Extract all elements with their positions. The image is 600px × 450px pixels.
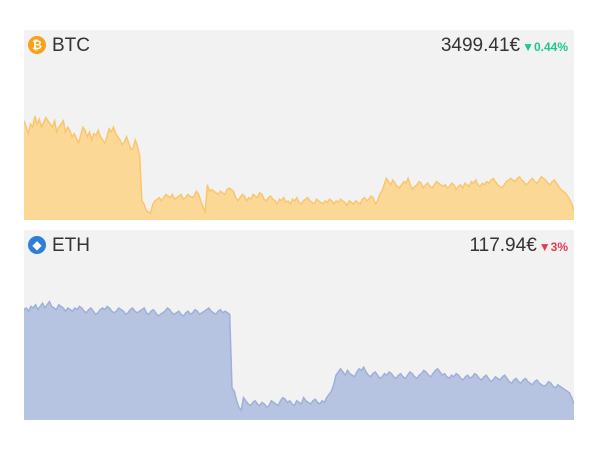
eth-card[interactable]: ◆ ETH 117.94€ ▼3% [24, 230, 574, 420]
eth-symbol: ETH [52, 235, 90, 256]
eth-price: 117.94€ [469, 235, 537, 256]
btc-price-line [24, 115, 574, 215]
eth-price-chart [24, 300, 574, 420]
ethereum-icon: ◆ [28, 236, 46, 254]
eth-change-badge: ▼3% [538, 240, 568, 254]
btc-price: 3499.41€ [440, 35, 521, 56]
btc-price-chart [24, 115, 574, 220]
btc-header: ₿ BTC 3499.41€ ▼0.44% [24, 30, 574, 60]
btc-symbol: BTC [52, 35, 90, 56]
bitcoin-icon: ₿ [28, 36, 46, 54]
eth-header: ◆ ETH 117.94€ ▼3% [24, 230, 574, 260]
eth-price-group: 117.94€ ▼3% [469, 235, 568, 257]
btc-price-group: 3499.41€ ▼0.44% [441, 35, 568, 57]
btc-area-fill [24, 116, 574, 220]
eth-price-line [24, 300, 574, 413]
btc-change-badge: ▼0.44% [522, 40, 568, 54]
btc-card[interactable]: ₿ BTC 3499.41€ ▼0.44% [24, 30, 574, 220]
eth-area-fill [24, 301, 574, 420]
